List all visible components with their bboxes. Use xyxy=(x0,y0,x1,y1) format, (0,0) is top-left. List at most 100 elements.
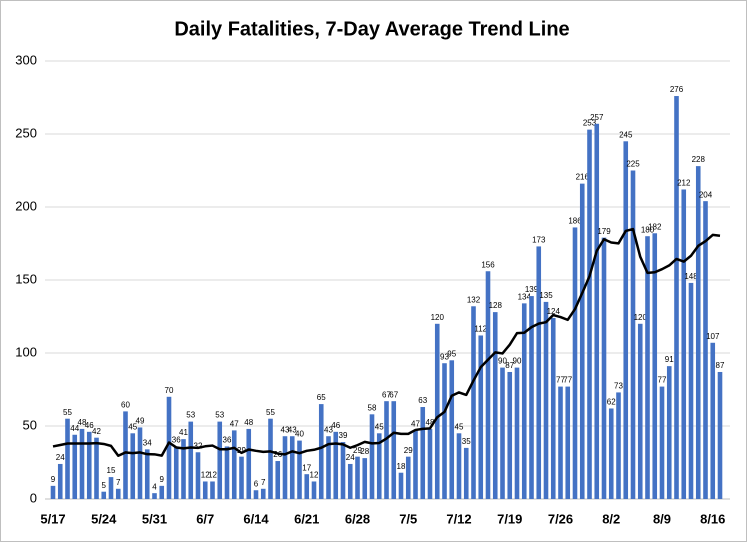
x-tick-label: 6/21 xyxy=(294,511,319,526)
bar xyxy=(601,237,607,499)
bar xyxy=(72,434,78,499)
data-label: 67 xyxy=(382,390,391,399)
bar xyxy=(500,367,505,499)
data-label: 120 xyxy=(431,313,445,322)
bar xyxy=(492,312,498,499)
bar xyxy=(434,323,440,499)
data-label: 29 xyxy=(353,446,362,455)
bar xyxy=(57,463,63,499)
data-label: 186 xyxy=(568,217,582,226)
bar xyxy=(572,227,578,499)
x-tick-label: 7/5 xyxy=(399,511,417,526)
data-label: 46 xyxy=(331,421,340,430)
data-label: 180 xyxy=(641,225,655,234)
x-tick-label: 6/28 xyxy=(345,511,370,526)
bar xyxy=(311,481,317,499)
data-label: 45 xyxy=(128,422,137,431)
data-label: 60 xyxy=(121,401,130,410)
data-label: 62 xyxy=(607,398,616,407)
data-label: 53 xyxy=(186,411,195,420)
bar xyxy=(398,472,404,499)
bar xyxy=(246,428,252,499)
bar xyxy=(195,452,201,499)
y-tick-label: 50 xyxy=(23,417,37,432)
data-label: 107 xyxy=(706,332,720,341)
data-label: 128 xyxy=(489,301,503,310)
bar xyxy=(318,404,324,499)
bar xyxy=(449,360,455,499)
bar xyxy=(478,335,484,499)
bar xyxy=(304,474,310,499)
data-label: 93 xyxy=(440,352,449,361)
data-label: 45 xyxy=(455,422,464,431)
bar xyxy=(94,437,99,499)
data-label: 49 xyxy=(136,417,145,426)
x-tick-label: 8/2 xyxy=(602,511,620,526)
data-label: 95 xyxy=(447,349,456,358)
data-label: 36 xyxy=(223,436,232,445)
bar xyxy=(362,458,368,499)
data-label: 120 xyxy=(634,313,648,322)
data-label: 67 xyxy=(389,390,398,399)
bar xyxy=(550,317,556,499)
bar xyxy=(340,442,346,499)
data-label: 228 xyxy=(692,155,706,164)
bar xyxy=(130,433,136,499)
bar xyxy=(521,303,527,499)
bar xyxy=(376,433,382,499)
bar xyxy=(413,430,418,499)
bar xyxy=(181,439,186,499)
bar xyxy=(630,170,636,499)
bar xyxy=(507,371,513,499)
bar xyxy=(594,123,600,499)
bar xyxy=(159,485,165,499)
bar xyxy=(543,301,549,499)
bar xyxy=(188,421,194,499)
x-tick-label: 8/9 xyxy=(653,511,671,526)
bar xyxy=(86,431,92,499)
bar xyxy=(297,440,302,499)
data-label: 24 xyxy=(346,453,355,462)
data-label: 44 xyxy=(70,424,79,433)
data-label: 216 xyxy=(576,173,590,182)
data-label: 36 xyxy=(172,436,181,445)
data-label: 35 xyxy=(462,437,471,446)
data-label: 156 xyxy=(481,260,495,269)
bar xyxy=(710,342,716,499)
data-label: 87 xyxy=(716,361,725,370)
data-label: 18 xyxy=(397,462,406,471)
bar xyxy=(688,282,694,499)
data-label: 276 xyxy=(670,85,684,94)
bar xyxy=(616,392,621,499)
data-label: 15 xyxy=(107,466,116,475)
x-tick-label: 5/17 xyxy=(40,511,65,526)
data-label: 58 xyxy=(368,403,377,412)
bar xyxy=(405,456,411,499)
bar xyxy=(384,401,389,499)
bar xyxy=(442,363,447,499)
data-label: 87 xyxy=(505,361,514,370)
data-label: 47 xyxy=(411,419,420,428)
y-tick-label: 300 xyxy=(15,52,37,67)
data-label: 134 xyxy=(518,292,532,301)
data-label: 41 xyxy=(179,428,188,437)
data-label: 34 xyxy=(143,438,152,447)
bar xyxy=(137,427,143,499)
data-label: 28 xyxy=(360,447,369,456)
y-tick-label: 200 xyxy=(15,198,37,213)
data-label: 112 xyxy=(474,325,487,334)
bar xyxy=(695,166,701,499)
bar xyxy=(536,246,542,499)
bar xyxy=(717,371,723,499)
bar xyxy=(79,428,85,499)
data-label: 65 xyxy=(317,393,326,402)
bar xyxy=(333,431,339,499)
data-label: 173 xyxy=(532,236,546,245)
y-tick-label: 150 xyxy=(15,271,37,286)
data-label: 245 xyxy=(619,130,633,139)
data-label: 47 xyxy=(230,419,239,428)
bar xyxy=(50,485,56,499)
bar xyxy=(463,447,469,499)
data-label: 179 xyxy=(597,227,611,236)
data-label: 135 xyxy=(539,291,553,300)
